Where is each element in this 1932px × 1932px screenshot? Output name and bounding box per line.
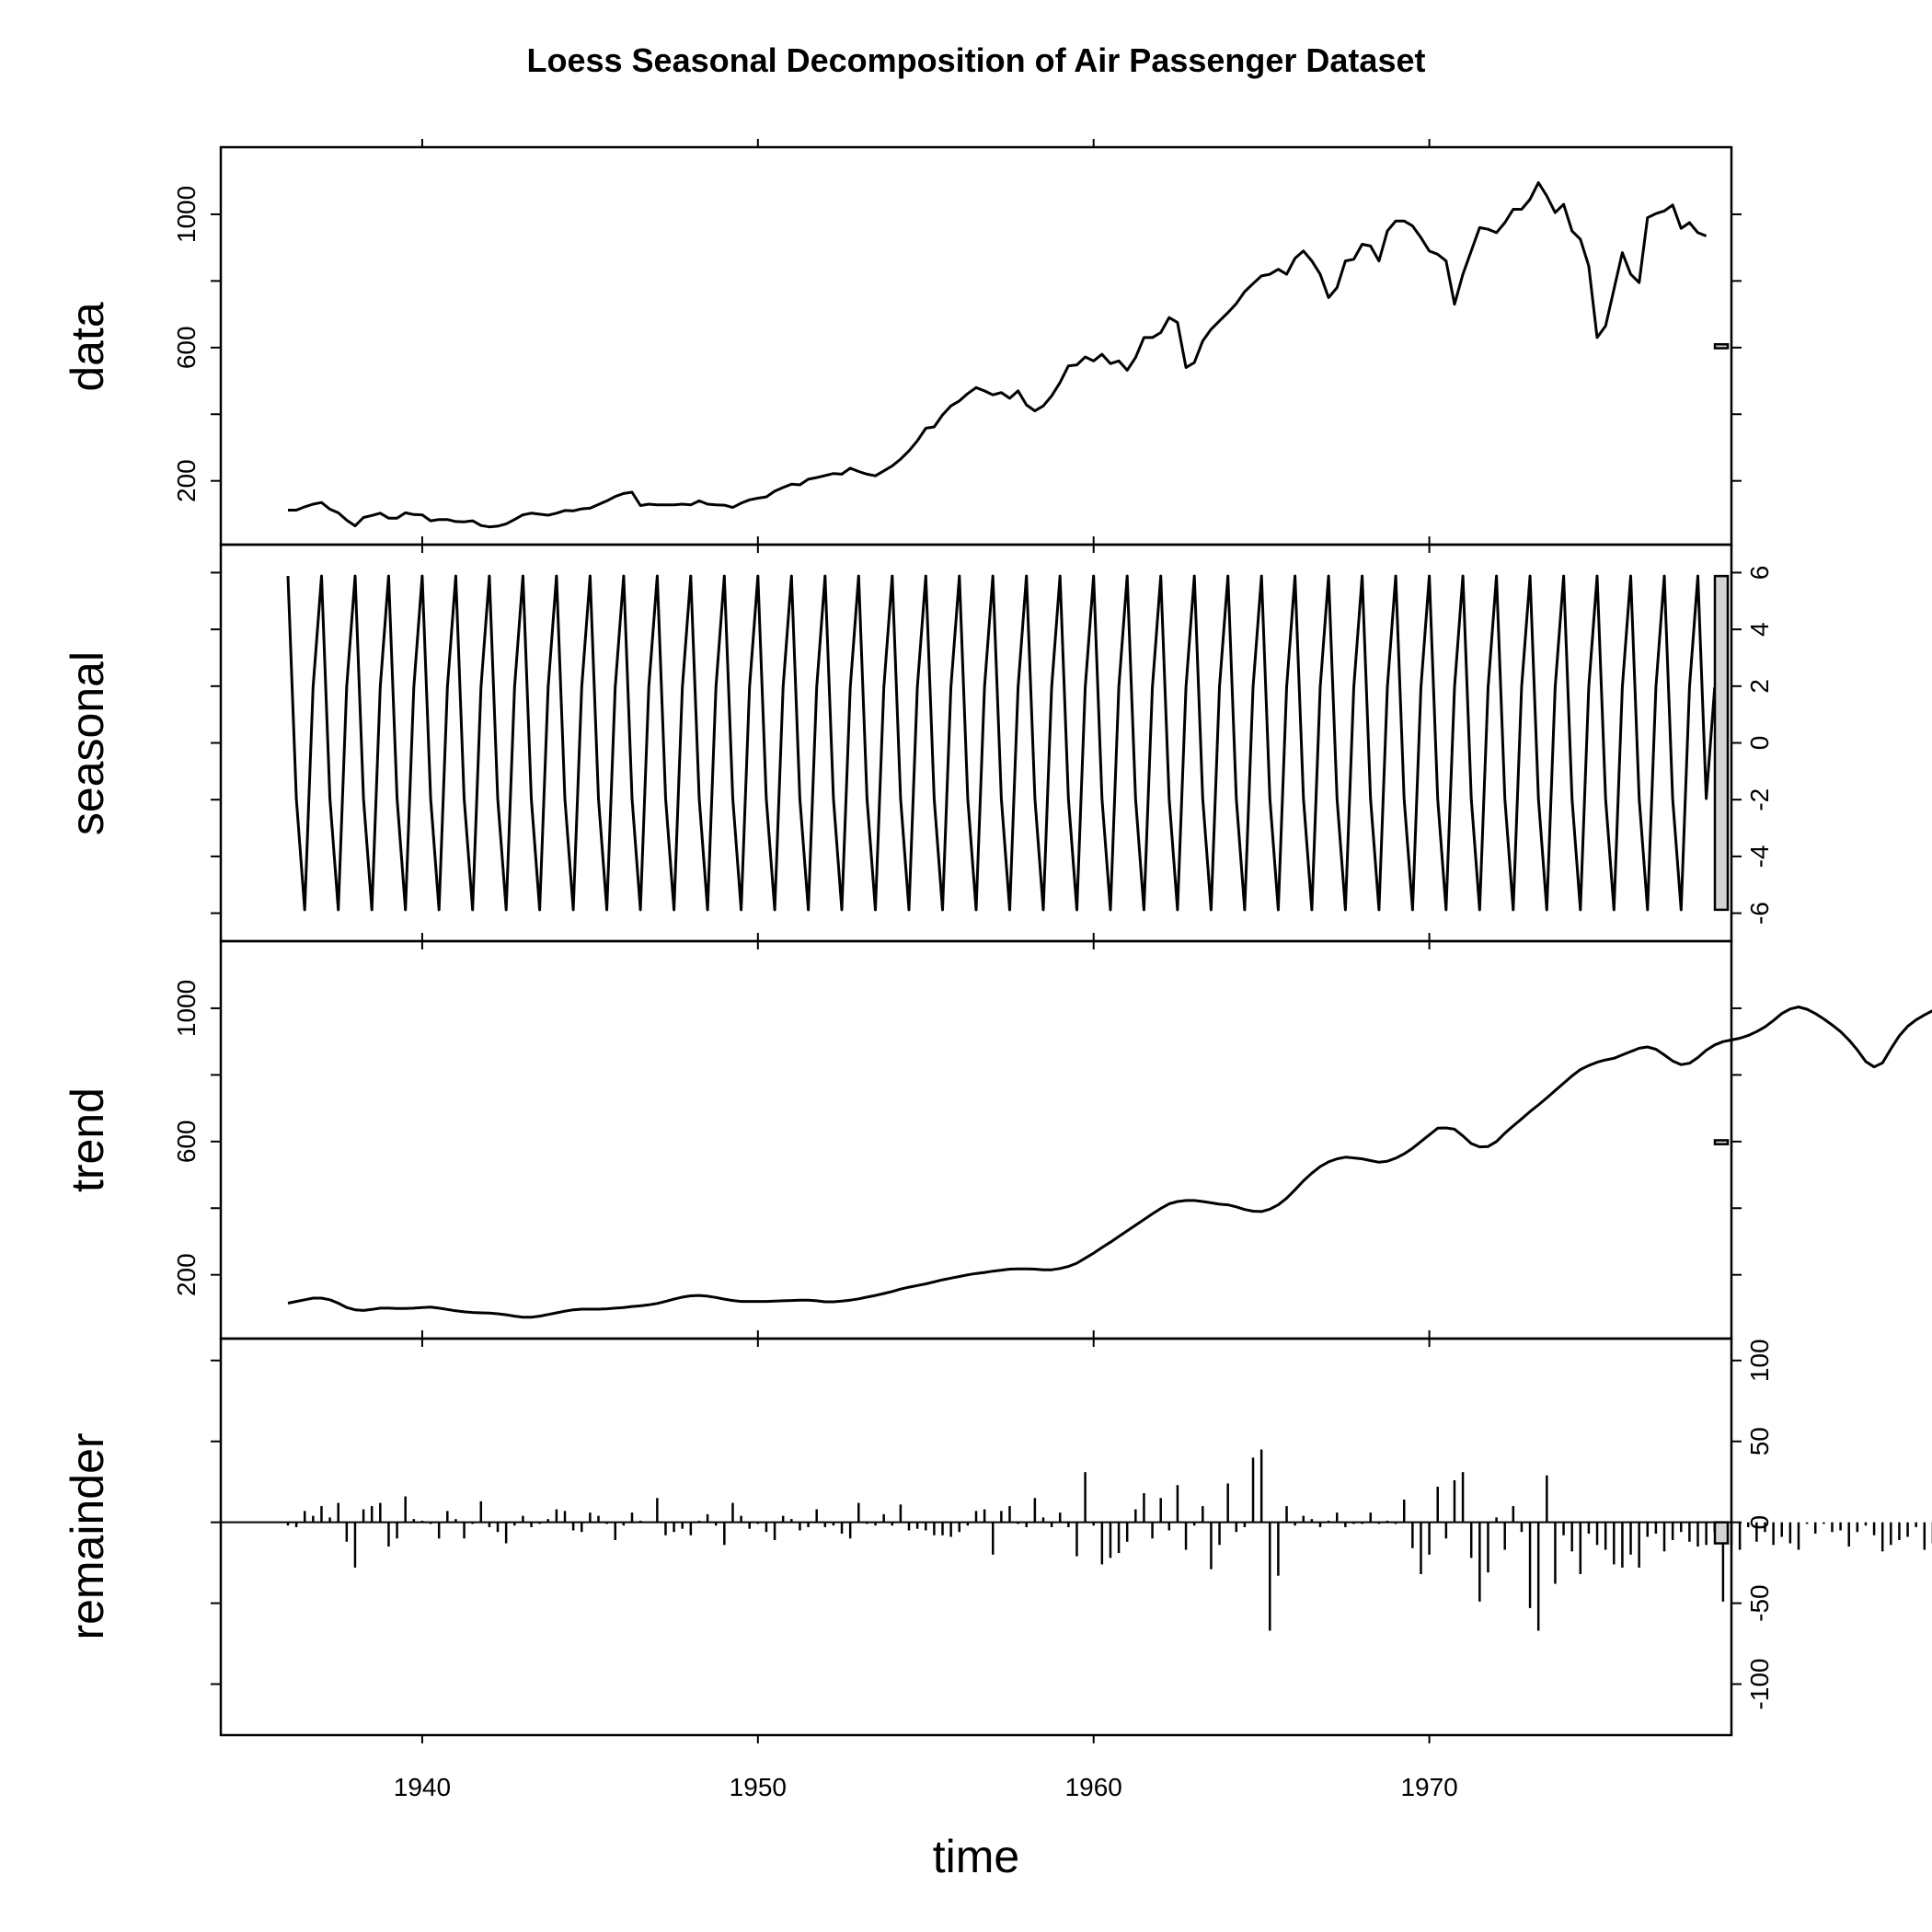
seasonal-series-line bbox=[286, 574, 1717, 912]
seasonal-tick-label: -6 bbox=[1745, 902, 1774, 925]
data-scale-bar bbox=[1713, 342, 1730, 350]
seasonal-tick-label: -2 bbox=[1745, 788, 1774, 811]
seasonal-scale-bar bbox=[1713, 574, 1730, 912]
x-axis-label: time bbox=[933, 1831, 1019, 1882]
remainder-panel-ylabel: remainder bbox=[62, 1432, 113, 1639]
seasonal-panel: -6 -4 -2 0 2 4 6 bbox=[211, 536, 1774, 949]
remainder-tick-label: -50 bbox=[1745, 1584, 1774, 1621]
remainder-tick-label: 100 bbox=[1745, 1339, 1774, 1382]
data-tick-label: 600 bbox=[172, 326, 201, 369]
seasonal-tick-label: 6 bbox=[1745, 566, 1774, 581]
remainder-scale-bar bbox=[1713, 1521, 1730, 1545]
data-frame bbox=[219, 145, 1733, 546]
trend-scale-bar bbox=[1713, 1139, 1730, 1145]
trend-tick-label: 600 bbox=[172, 1120, 201, 1163]
remainder-tick-label: 0 bbox=[1745, 1515, 1774, 1530]
trend-panel: 200 600 1000 bbox=[172, 933, 1932, 1347]
plot-layer: 200 600 1000 -6 -4 -2 0 2 4 6 200 600 1000 -100 -50 0 50… bbox=[172, 139, 1932, 1801]
data-panel-ylabel: data bbox=[62, 302, 113, 392]
trend-panel-ylabel: trend bbox=[62, 1087, 113, 1192]
seasonal-tick-label: 2 bbox=[1745, 679, 1774, 694]
trend-tick-label: 1000 bbox=[172, 980, 201, 1037]
data-tick-label: 1000 bbox=[172, 186, 201, 243]
remainder-panel: -100 -50 0 50 100 1940 1950 1960 1970 bbox=[211, 1330, 1932, 1801]
x-tick-label: 1970 bbox=[1400, 1773, 1457, 1801]
data-series-line bbox=[288, 181, 1708, 529]
trend-frame bbox=[219, 939, 1733, 1340]
x-tick-label: 1940 bbox=[394, 1773, 451, 1801]
x-tick-label: 1960 bbox=[1065, 1773, 1122, 1801]
data-panel: 200 600 1000 bbox=[172, 139, 1742, 553]
seasonal-tick-label: 0 bbox=[1745, 736, 1774, 751]
chart-title: Loess Seasonal Decomposition of Air Pass… bbox=[527, 41, 1426, 79]
seasonal-tick-label: -4 bbox=[1745, 845, 1774, 868]
x-tick-label: 1950 bbox=[730, 1773, 787, 1801]
remainder-tick-label: 50 bbox=[1745, 1427, 1774, 1455]
remainder-tick-label: -100 bbox=[1745, 1659, 1774, 1710]
data-tick-label: 200 bbox=[172, 459, 201, 502]
seasonal-tick-label: 4 bbox=[1745, 622, 1774, 637]
seasonal-panel-ylabel: seasonal bbox=[62, 651, 113, 835]
trend-tick-label: 200 bbox=[172, 1253, 201, 1296]
trend-series-line bbox=[287, 1006, 1932, 1319]
